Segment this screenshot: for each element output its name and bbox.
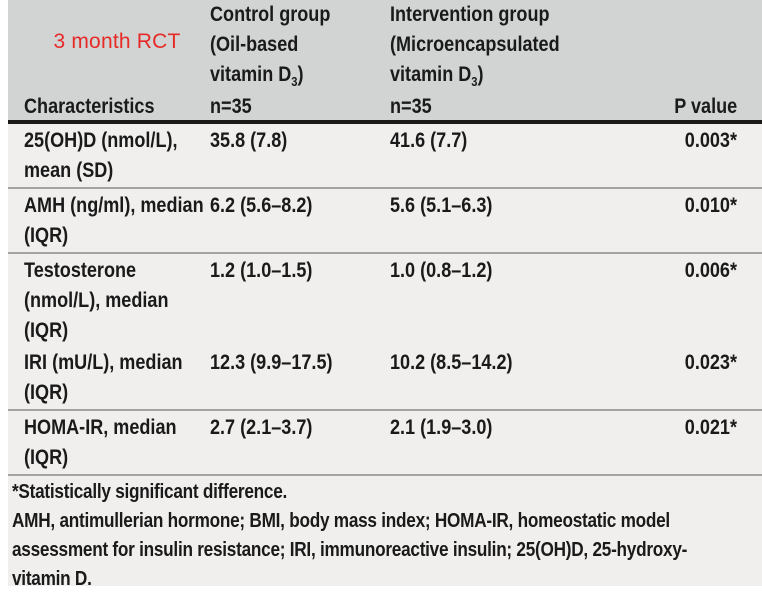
- intervention-value-cell: 41.6 (7.7): [390, 129, 468, 152]
- control-value-cell: 1.2 (1.0–1.5): [210, 259, 313, 282]
- p-value-cell: 0.010*: [684, 194, 737, 217]
- abbreviations-footnote-line: AMH, antimullerian hormone; BMI, body ma…: [12, 510, 670, 532]
- control-group-header-line2: (Oil-based: [210, 33, 299, 56]
- characteristic-cell: AMH (ng/ml), median (IQR): [24, 194, 204, 247]
- study-duration-label: 3 month RCT: [53, 30, 181, 53]
- table-header: 3 month RCT Characteristics Control grou…: [8, 0, 762, 124]
- table-row: 25(OH)D (nmol/L), mean (SD) 35.8 (7.8) 4…: [8, 124, 762, 189]
- characteristic-cell: 25(OH)D (nmol/L), mean (SD): [24, 129, 178, 182]
- control-group-header-line1: Control group: [210, 3, 331, 26]
- rct-results-table: 3 month RCT Characteristics Control grou…: [8, 0, 762, 590]
- p-value-cell: 0.021*: [684, 416, 737, 439]
- intervention-value-cell: 2.1 (1.9–3.0): [390, 416, 493, 439]
- control-group-n: n=35: [210, 95, 252, 118]
- intervention-group-n: n=35: [390, 95, 432, 118]
- characteristic-cell: IRI (mU/L), median (IQR): [24, 351, 183, 404]
- p-value-cell: 0.006*: [684, 259, 737, 282]
- intervention-value-cell: 1.0 (0.8–1.2): [390, 259, 493, 282]
- control-group-header-cell: Control group (Oil-based vitamin D3) n=3…: [210, 0, 390, 122]
- table-row: AMH (ng/ml), median (IQR) 6.2 (5.6–8.2) …: [8, 189, 762, 254]
- p-value-cell: 0.023*: [684, 351, 737, 374]
- characteristics-header-cell: 3 month RCT Characteristics: [8, 0, 210, 122]
- intervention-value-cell: 10.2 (8.5–14.2): [390, 351, 513, 374]
- control-group-header-line3: vitamin D3): [210, 63, 304, 89]
- intervention-group-header-line3: vitamin D3): [390, 63, 484, 89]
- significance-footnote: *Statistically significant difference.: [12, 481, 288, 503]
- abbreviations-footnote-line: vitamin D.: [12, 568, 92, 590]
- vitamin-d3-subscript: 3: [471, 74, 478, 89]
- control-value-cell: 2.7 (2.1–3.7): [210, 416, 313, 439]
- control-value-cell: 12.3 (9.9–17.5): [210, 351, 333, 374]
- control-value-cell: 6.2 (5.6–8.2): [210, 194, 313, 217]
- intervention-group-header-cell: Intervention group (Microencapsulated vi…: [390, 0, 580, 122]
- abbreviations-footnote-line: assessment for insulin resistance; IRI, …: [12, 539, 688, 561]
- p-value-header-cell: P value: [580, 0, 762, 122]
- vitamin-d3-subscript: 3: [291, 74, 298, 89]
- characteristic-cell: Testosterone (nmol/L), median (IQR): [24, 259, 169, 342]
- intervention-group-header-line2: (Microencapsulated: [390, 33, 560, 56]
- p-value-cell: 0.003*: [684, 129, 737, 152]
- control-value-cell: 35.8 (7.8): [210, 129, 288, 152]
- table-row: Testosterone (nmol/L), median (IQR) 1.2 …: [8, 254, 762, 346]
- intervention-value-cell: 5.6 (5.1–6.3): [390, 194, 493, 217]
- table-row: IRI (mU/L), median (IQR) 12.3 (9.9–17.5)…: [8, 346, 762, 411]
- table-row: HOMA-IR, median (IQR) 2.7 (2.1–3.7) 2.1 …: [8, 411, 762, 476]
- characteristic-cell: HOMA-IR, median (IQR): [24, 416, 177, 469]
- intervention-group-header-line1: Intervention group: [390, 3, 550, 26]
- characteristics-header: Characteristics: [24, 95, 155, 118]
- table-footnotes: *Statistically significant difference. A…: [8, 476, 762, 590]
- p-value-header: P value: [674, 95, 737, 118]
